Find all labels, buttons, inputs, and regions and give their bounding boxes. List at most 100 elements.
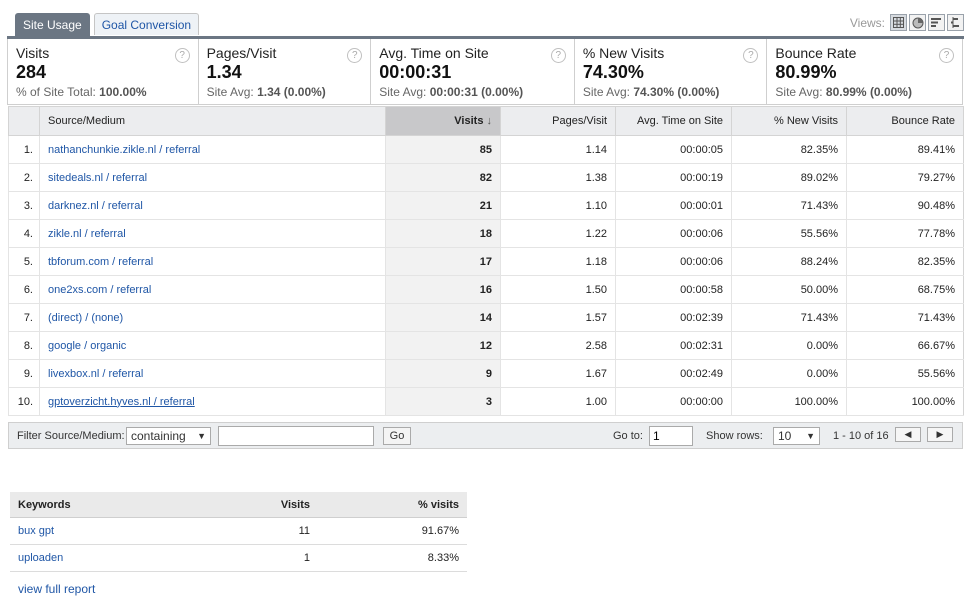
keywords-table: Keywords Visits % visits bux gpt 11 91.67%…: [10, 492, 467, 572]
source-medium-cell: nathanchunkie.zikle.nl / referral: [39, 135, 386, 164]
pages-visit-cell: 1.67: [500, 359, 616, 388]
comparison-view-icon[interactable]: [947, 14, 964, 31]
source-medium-link[interactable]: nathanchunkie.zikle.nl / referral: [48, 143, 201, 156]
table-header-row: Source/Medium Visits ↓ Pages/Visit Avg. …: [8, 106, 964, 136]
bounce-rate-cell: 68.75%: [846, 275, 964, 304]
pie-view-icon[interactable]: [909, 14, 926, 31]
visits-cell: 16: [385, 275, 501, 304]
tab-goal-conversion[interactable]: Goal Conversion: [93, 13, 200, 35]
table-row: 9. livexbox.nl / referral 9 1.67 00:02:49 0.0…: [8, 359, 964, 388]
new-visits-cell: 100.00%: [731, 387, 847, 416]
header-avg-time[interactable]: Avg. Time on Site: [615, 106, 732, 136]
source-medium-link[interactable]: (direct) / (none): [48, 311, 124, 324]
visits-cell: 82: [385, 163, 501, 192]
header-pages-visit[interactable]: Pages/Visit: [500, 106, 616, 136]
header-source-medium[interactable]: Source/Medium: [39, 106, 386, 136]
new-visits-cell: 0.00%: [731, 331, 847, 360]
bounce-rate-cell: 55.56%: [846, 359, 964, 388]
source-medium-link[interactable]: tbforum.com / referral: [48, 255, 154, 268]
row-rank: 10.: [8, 387, 40, 416]
source-medium-link[interactable]: darknez.nl / referral: [48, 199, 143, 212]
prev-page-button[interactable]: ◀: [895, 427, 921, 442]
goto-page-input[interactable]: [649, 426, 693, 446]
metric-sub-label: Site Avg:: [206, 85, 254, 99]
avg-time-cell: 00:02:49: [615, 359, 732, 388]
row-rank: 1.: [8, 135, 40, 164]
show-rows-select[interactable]: 10 ▼: [773, 427, 820, 445]
visits-cell: 21: [385, 191, 501, 220]
new-visits-cell: 71.43%: [731, 303, 847, 332]
pages-visit-cell: 2.58: [500, 331, 616, 360]
new-visits-cell: 55.56%: [731, 219, 847, 248]
source-medium-link[interactable]: zikle.nl / referral: [48, 227, 126, 240]
bounce-rate-cell: 77.78%: [846, 219, 964, 248]
metric-sub: Site Avg: 80.99% (0.00%): [775, 85, 962, 99]
keyword-pct-cell: 91.67%: [318, 517, 467, 545]
metric-sub-label: % of Site Total:: [16, 85, 96, 99]
visits-cell: 18: [385, 219, 501, 248]
keywords-header-row: Keywords Visits % visits: [10, 492, 467, 518]
source-medium-link[interactable]: google / organic: [48, 339, 127, 352]
metric-sub-value: 74.30% (0.00%): [633, 85, 720, 99]
metric-sub-label: Site Avg:: [582, 85, 630, 99]
filter-go-button[interactable]: Go: [383, 427, 411, 445]
row-rank: 2.: [8, 163, 40, 192]
metric-sub-value: 100.00%: [99, 85, 147, 99]
help-icon[interactable]: ?: [347, 48, 363, 63]
keyword-link[interactable]: bux gpt: [10, 517, 210, 545]
header-bounce-rate[interactable]: Bounce Rate: [846, 106, 964, 136]
new-visits-cell: 0.00%: [731, 359, 847, 388]
new-visits-cell: 50.00%: [731, 275, 847, 304]
pages-visit-cell: 1.18: [500, 247, 616, 276]
pages-visit-cell: 1.22: [500, 219, 616, 248]
summary-metrics: Visits 284 % of Site Total: 100.00% ? Pa…: [7, 39, 963, 105]
tab-site-usage[interactable]: Site Usage: [15, 13, 90, 36]
visits-cell: 3: [385, 387, 501, 416]
metric-value: 74.30%: [582, 62, 644, 82]
source-medium-cell: gptoverzicht.hyves.nl / referral: [39, 387, 386, 416]
metric-name: Pages/Visit: [206, 45, 277, 61]
help-icon[interactable]: ?: [550, 48, 566, 63]
source-medium-cell: (direct) / (none): [39, 303, 386, 332]
header-visits[interactable]: Visits ↓: [385, 106, 501, 136]
metric-value: 80.99%: [775, 62, 837, 82]
help-icon[interactable]: ?: [743, 48, 759, 63]
table-row: 7. (direct) / (none) 14 1.57 00:02:39 71.43% 7…: [8, 303, 964, 332]
row-rank: 8.: [8, 331, 40, 360]
table-row: 8. google / organic 12 2.58 00:02:31 0.00% 66.…: [8, 331, 964, 360]
row-rank: 6.: [8, 275, 40, 304]
table-row: 6. one2xs.com / referral 16 1.50 00:00:58 50.…: [8, 275, 964, 304]
metric-name: Avg. Time on Site: [379, 45, 489, 61]
performance-view-icon[interactable]: [928, 14, 945, 31]
help-icon[interactable]: ?: [174, 48, 190, 63]
table-view-icon[interactable]: [890, 14, 907, 31]
metric-sub-value: 1.34 (0.00%): [257, 85, 326, 99]
bounce-rate-cell: 90.48%: [846, 191, 964, 220]
new-visits-cell: 88.24%: [731, 247, 847, 276]
metric-name: Bounce Rate: [775, 45, 857, 61]
bounce-rate-cell: 71.43%: [846, 303, 964, 332]
source-medium-link[interactable]: one2xs.com / referral: [48, 283, 152, 296]
keyword-row: uploaden 1 8.33%: [10, 544, 467, 572]
metric-sub-label: Site Avg:: [379, 85, 427, 99]
view-full-report-link[interactable]: view full report: [18, 582, 96, 596]
keyword-link[interactable]: uploaden: [10, 544, 210, 572]
filter-input[interactable]: [218, 426, 374, 446]
tab-underline: [7, 36, 964, 39]
table-footer: Filter Source/Medium: containing ▼ Go Go…: [8, 422, 963, 449]
metric-sub-value: 00:00:31 (0.00%): [429, 85, 524, 99]
avg-time-cell: 00:02:31: [615, 331, 732, 360]
source-medium-link[interactable]: livexbox.nl / referral: [48, 367, 144, 380]
visits-cell: 14: [385, 303, 501, 332]
bounce-rate-cell: 82.35%: [846, 247, 964, 276]
filter-mode-select[interactable]: containing ▼: [126, 427, 211, 445]
bounce-rate-cell: 66.67%: [846, 331, 964, 360]
source-medium-cell: zikle.nl / referral: [39, 219, 386, 248]
source-medium-link[interactable]: gptoverzicht.hyves.nl / referral: [48, 395, 195, 408]
bounce-rate-cell: 89.41%: [846, 135, 964, 164]
source-medium-link[interactable]: sitedeals.nl / referral: [48, 171, 148, 184]
help-icon[interactable]: ?: [939, 48, 954, 63]
header-new-visits[interactable]: % New Visits: [731, 106, 847, 136]
chevron-down-icon: ▼: [806, 431, 815, 441]
next-page-button[interactable]: ▶: [927, 427, 953, 442]
